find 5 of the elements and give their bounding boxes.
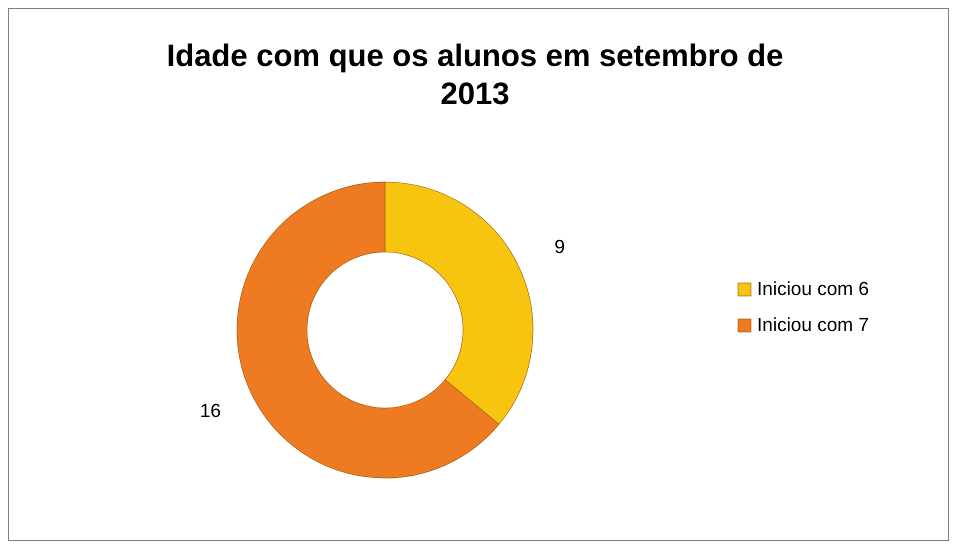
data-label: 16 bbox=[200, 401, 221, 422]
chart-title: Idade com que os alunos em setembro de 2013 bbox=[166, 38, 784, 111]
legend-label: Iniciou com 7 bbox=[757, 315, 869, 336]
legend-label: Iniciou com 6 bbox=[757, 279, 869, 300]
data-label: 9 bbox=[554, 236, 565, 258]
